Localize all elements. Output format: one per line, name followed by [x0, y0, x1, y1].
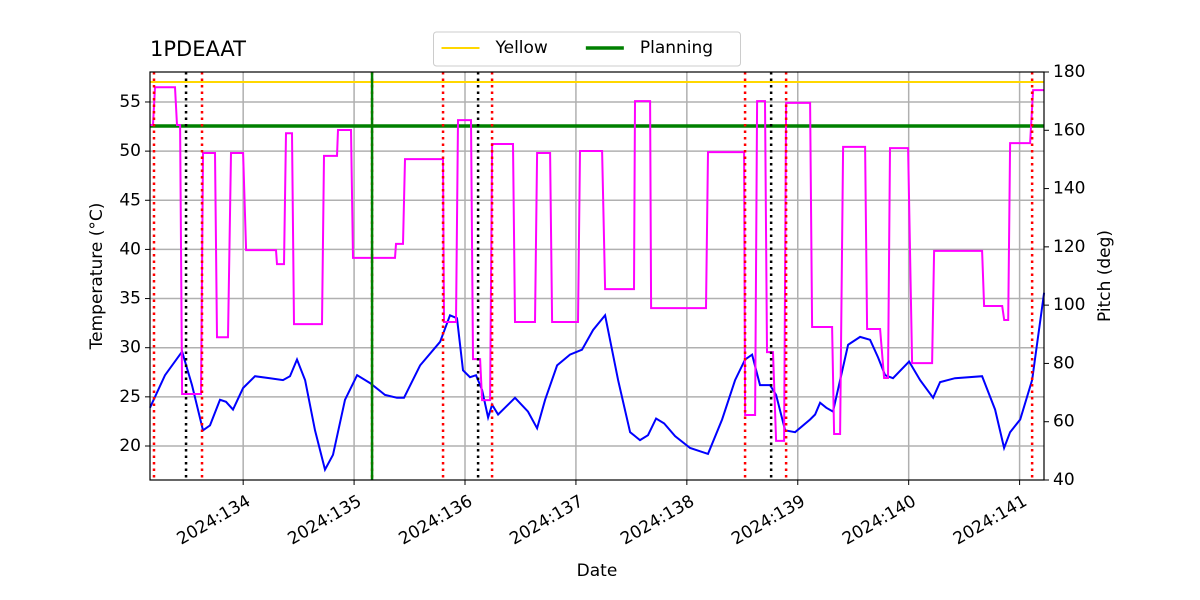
legend-label: Yellow [495, 38, 548, 58]
y2-tick-label: 160 [1053, 120, 1085, 140]
y2-tick-label: 80 [1053, 353, 1075, 373]
y-tick-label: 35 [119, 289, 141, 309]
y-tick-label: 30 [119, 338, 141, 358]
legend-label: Planning [640, 38, 713, 58]
y2-tick-label: 40 [1053, 470, 1075, 490]
y-tick-label: 50 [119, 141, 141, 161]
y2-tick-label: 180 [1053, 62, 1085, 82]
x-axis-label: Date [577, 561, 618, 581]
y2-tick-label: 140 [1053, 179, 1085, 199]
y-tick-label: 25 [119, 387, 141, 407]
y-tick-label: 20 [119, 436, 141, 456]
y-tick-label: 40 [119, 239, 141, 259]
y-tick-label: 45 [119, 190, 141, 210]
y-axis-label: Temperature (°C) [87, 203, 107, 351]
y2-tick-label: 120 [1053, 237, 1085, 257]
y2-tick-label: 60 [1053, 412, 1075, 432]
plot-frame [149, 71, 1045, 481]
y-tick-label: 55 [119, 92, 141, 112]
series-line [149, 292, 1046, 473]
series-line [150, 86, 1045, 442]
y2-axis-label: Pitch (deg) [1095, 230, 1115, 322]
chart-title: 1PDEAAT [150, 37, 246, 61]
y2-tick-label: 100 [1053, 295, 1085, 315]
